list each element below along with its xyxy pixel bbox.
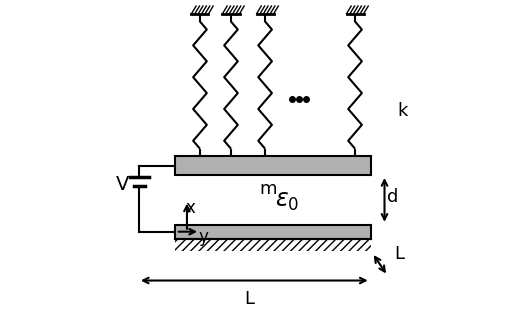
Bar [175, 225, 370, 239]
Text: m: m [259, 180, 277, 198]
Bar [175, 239, 370, 251]
Text: V: V [116, 175, 129, 194]
Bar [175, 156, 370, 175]
Text: y: y [199, 228, 209, 246]
Text: k: k [397, 102, 407, 121]
Text: x: x [186, 199, 196, 217]
Text: L: L [245, 290, 255, 308]
Text: L: L [394, 245, 404, 263]
Text: d: d [387, 188, 398, 206]
Text: $\epsilon_0$: $\epsilon_0$ [275, 189, 299, 214]
